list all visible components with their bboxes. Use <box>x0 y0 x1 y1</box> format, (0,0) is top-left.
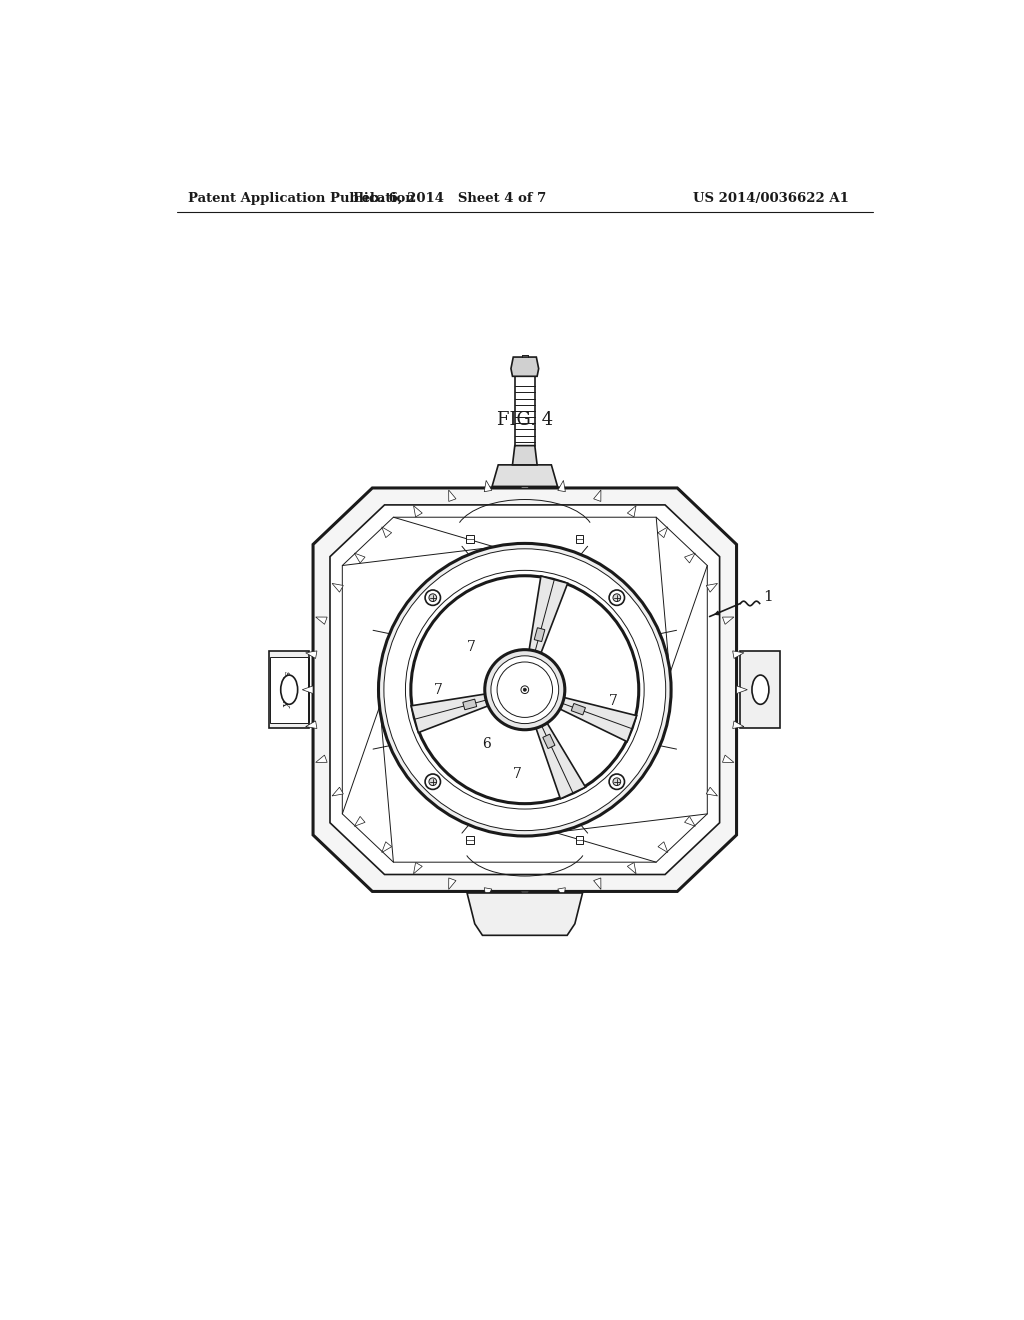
Polygon shape <box>571 704 586 715</box>
Text: Patent Application Publication: Patent Application Publication <box>188 191 415 205</box>
Polygon shape <box>732 651 744 659</box>
Polygon shape <box>484 480 492 491</box>
Polygon shape <box>575 837 584 843</box>
Ellipse shape <box>281 675 298 705</box>
Circle shape <box>425 590 440 606</box>
Polygon shape <box>302 686 313 693</box>
Polygon shape <box>411 694 487 733</box>
Polygon shape <box>332 787 343 796</box>
Polygon shape <box>529 576 567 652</box>
Polygon shape <box>594 878 601 890</box>
Polygon shape <box>732 721 744 729</box>
Polygon shape <box>537 723 586 799</box>
Polygon shape <box>723 755 734 763</box>
Circle shape <box>429 777 436 785</box>
Circle shape <box>484 649 565 730</box>
Polygon shape <box>736 686 748 693</box>
Polygon shape <box>313 488 736 891</box>
Text: FIG. 4: FIG. 4 <box>497 412 553 429</box>
Polygon shape <box>332 583 343 593</box>
Text: 6: 6 <box>482 737 490 751</box>
Polygon shape <box>414 506 422 517</box>
Polygon shape <box>558 888 565 899</box>
Circle shape <box>613 594 621 602</box>
Polygon shape <box>449 878 456 890</box>
Polygon shape <box>466 536 474 543</box>
Text: 1: 1 <box>764 590 773 605</box>
Polygon shape <box>628 506 636 517</box>
Text: 7: 7 <box>609 694 617 709</box>
Polygon shape <box>512 446 538 465</box>
Circle shape <box>425 774 440 789</box>
Circle shape <box>490 656 559 723</box>
Polygon shape <box>684 817 695 826</box>
Text: Feb. 6, 2014   Sheet 4 of 7: Feb. 6, 2014 Sheet 4 of 7 <box>353 191 547 205</box>
Polygon shape <box>463 700 477 710</box>
Polygon shape <box>414 862 422 874</box>
Circle shape <box>613 777 621 785</box>
Polygon shape <box>382 842 391 853</box>
Polygon shape <box>740 651 780 729</box>
Polygon shape <box>305 651 317 659</box>
Polygon shape <box>269 651 309 729</box>
Text: 7: 7 <box>513 767 521 781</box>
Polygon shape <box>315 616 327 624</box>
Ellipse shape <box>752 675 769 705</box>
Polygon shape <box>521 891 528 903</box>
Circle shape <box>609 774 625 789</box>
Polygon shape <box>354 553 366 562</box>
Circle shape <box>429 594 436 602</box>
Polygon shape <box>521 478 528 488</box>
Polygon shape <box>467 892 583 936</box>
Polygon shape <box>342 517 708 862</box>
Text: X - Axis: X - Axis <box>285 671 294 709</box>
Polygon shape <box>535 628 545 642</box>
Polygon shape <box>466 837 474 843</box>
Circle shape <box>379 544 671 836</box>
Polygon shape <box>707 787 718 796</box>
Polygon shape <box>330 506 720 875</box>
Circle shape <box>406 570 644 809</box>
Text: US 2014/0036622 A1: US 2014/0036622 A1 <box>692 191 849 205</box>
Polygon shape <box>558 480 565 491</box>
Text: 7: 7 <box>434 682 443 697</box>
Polygon shape <box>354 817 366 826</box>
Polygon shape <box>315 755 327 763</box>
Circle shape <box>497 663 553 718</box>
Text: 7: 7 <box>467 640 475 655</box>
Polygon shape <box>707 583 718 593</box>
Polygon shape <box>594 490 601 502</box>
Circle shape <box>411 576 639 804</box>
Circle shape <box>523 688 526 692</box>
Polygon shape <box>484 888 492 899</box>
Polygon shape <box>658 527 668 537</box>
Polygon shape <box>628 862 636 874</box>
Polygon shape <box>723 616 734 624</box>
Polygon shape <box>449 490 456 502</box>
Polygon shape <box>511 358 539 376</box>
Polygon shape <box>543 734 555 748</box>
Polygon shape <box>560 697 637 742</box>
Polygon shape <box>575 536 584 543</box>
Polygon shape <box>684 553 695 562</box>
Polygon shape <box>658 842 668 853</box>
Circle shape <box>384 549 666 830</box>
Polygon shape <box>493 465 557 487</box>
Circle shape <box>609 590 625 606</box>
Polygon shape <box>382 527 391 537</box>
Text: Y - Axis: Y - Axis <box>505 913 545 923</box>
Polygon shape <box>305 721 317 729</box>
Circle shape <box>521 686 528 693</box>
